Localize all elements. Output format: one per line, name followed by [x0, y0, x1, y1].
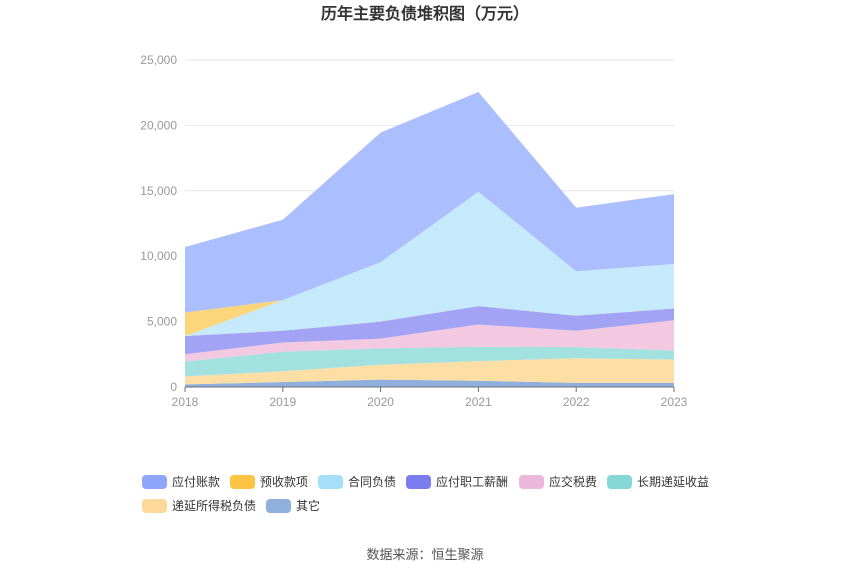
y-tick-label: 10,000 [140, 249, 177, 263]
x-tick-label: 2019 [269, 395, 296, 409]
y-tick-label: 5,000 [147, 315, 177, 329]
x-tick-label: 2018 [172, 395, 199, 409]
legend-swatch [266, 499, 291, 513]
area-series-2 [185, 346, 674, 377]
y-tick-label: 0 [170, 380, 177, 394]
area-series-4 [185, 306, 674, 355]
legend-label: 预收款项 [260, 475, 308, 489]
axes: 0 5,000 10,000 15,000 20,000 25,000 2018 2019 20… [140, 53, 687, 409]
legend-swatch [142, 499, 167, 513]
legend-label: 合同负债 [348, 474, 396, 489]
area-series-7 [185, 92, 674, 313]
legend-label: 应付账款 [172, 474, 220, 489]
x-tick-label: 2022 [563, 395, 590, 409]
area-series-0 [185, 379, 674, 387]
legend-swatch [318, 475, 343, 489]
legend-swatch [607, 475, 632, 489]
legend-item[interactable]: 合同负债 [318, 474, 396, 489]
legend-label: 长期递延收益 [637, 475, 709, 489]
legend-swatch [230, 475, 255, 489]
legend-item[interactable]: 其它 [266, 498, 320, 513]
series-areas [185, 92, 674, 387]
x-tick-label: 2020 [367, 395, 394, 409]
legend-item[interactable]: 应付账款 [142, 474, 220, 489]
legend-label: 其它 [296, 498, 320, 513]
legend-item[interactable]: 应交税费 [519, 474, 597, 489]
x-tick-label: 2023 [661, 395, 688, 409]
area-series-3 [185, 320, 674, 362]
area-series-1 [185, 358, 674, 385]
source-note: 数据来源：恒生聚源 [366, 547, 483, 562]
y-tick-label: 15,000 [140, 184, 177, 198]
area-series-5 [185, 191, 674, 336]
legend-label: 应付职工薪酬 [436, 474, 508, 489]
x-tick-label: 2021 [465, 395, 492, 409]
chart-title: 历年主要负债堆积图（万元） [321, 4, 529, 23]
legend-item[interactable]: 应付职工薪酬 [406, 474, 508, 489]
legend-label: 应交税费 [549, 474, 597, 489]
legend-item[interactable]: 递延所得税负债 [142, 498, 256, 513]
legend-swatch [519, 475, 544, 489]
y-tick-label: 25,000 [140, 53, 177, 67]
y-tick-label: 20,000 [140, 118, 177, 132]
legend-item[interactable]: 长期递延收益 [607, 475, 709, 489]
legend-swatch [142, 475, 167, 489]
legend-item[interactable]: 预收款项 [230, 475, 308, 489]
legend-label: 递延所得税负债 [172, 498, 256, 513]
legend-swatch [406, 475, 431, 489]
